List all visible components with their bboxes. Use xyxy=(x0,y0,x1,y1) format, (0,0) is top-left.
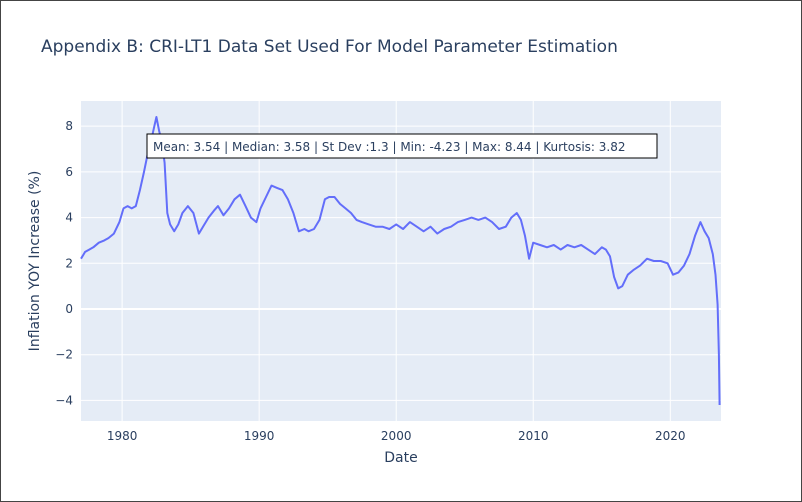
chart-title: Appendix B: CRI-LT1 Data Set Used For Mo… xyxy=(41,37,618,57)
y-tick-label: 2 xyxy=(65,256,73,270)
stats-annotation: Mean: 3.54 | Median: 3.58 | St Dev :1.3 … xyxy=(146,133,658,159)
y-tick-label: 8 xyxy=(65,119,73,133)
x-tick-label: 2000 xyxy=(381,429,412,443)
x-tick-label: 2010 xyxy=(518,429,549,443)
y-gridlines xyxy=(81,125,721,401)
x-tick-label: 1990 xyxy=(244,429,275,443)
x-axis-label: Date xyxy=(384,450,417,466)
x-tick-labels: 1980 1990 2000 2010 2020 xyxy=(107,429,686,443)
y-tick-label: −2 xyxy=(55,348,73,362)
stats-annotation-text: Mean: 3.54 | Median: 3.58 | St Dev :1.3 … xyxy=(153,140,626,154)
y-axis-label: Inflation YOY Increase (%) xyxy=(27,171,43,352)
series-line xyxy=(80,116,721,406)
x-tick-label: 1980 xyxy=(107,429,138,443)
y-tick-label: 4 xyxy=(65,211,73,225)
x-tick-label: 2020 xyxy=(655,429,686,443)
y-tick-label: 0 xyxy=(65,302,73,316)
stats-annotation-box xyxy=(146,133,658,159)
y-tick-label: 6 xyxy=(65,165,73,179)
y-tick-label: −4 xyxy=(55,393,73,407)
y-tick-labels: −4 −2 0 2 4 6 8 xyxy=(55,119,73,407)
